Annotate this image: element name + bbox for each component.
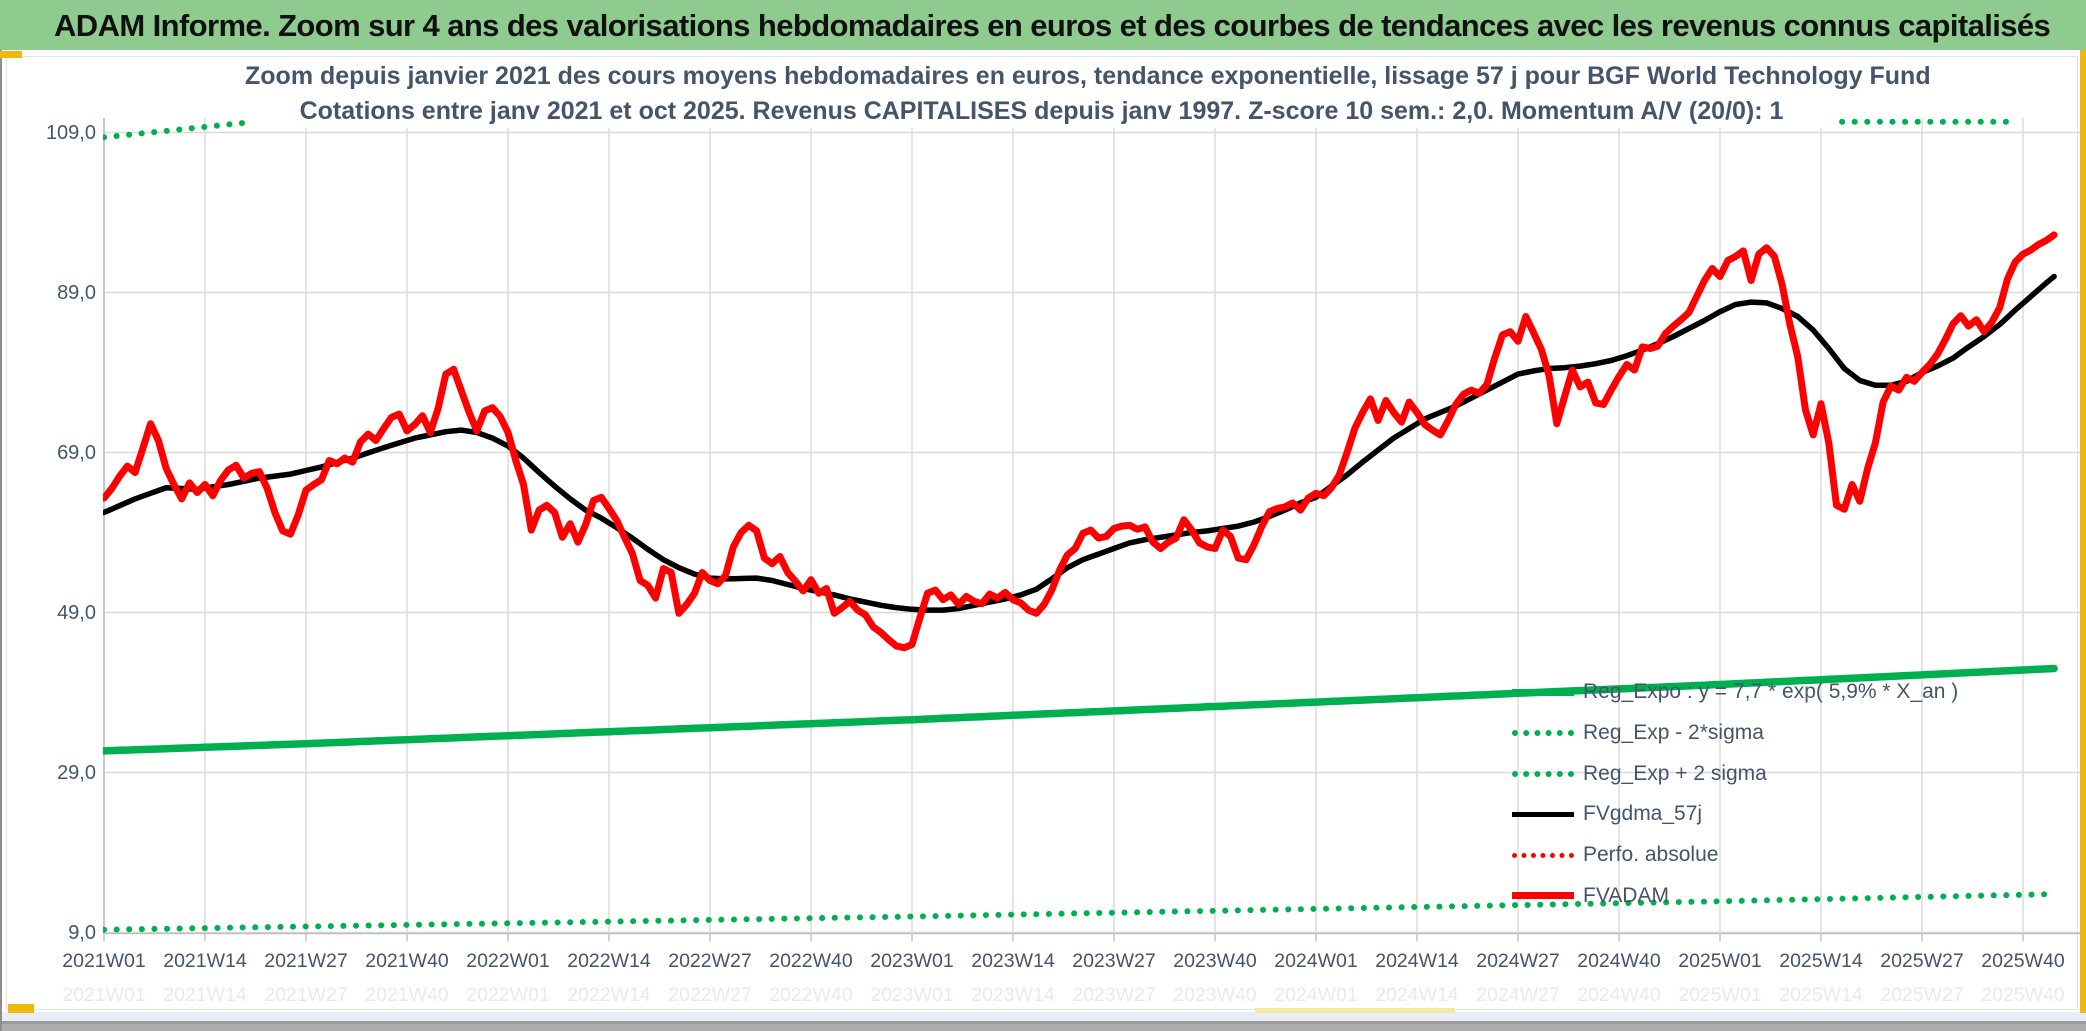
legend-item: FVgdma_57j xyxy=(1512,794,1958,835)
series-line-fvadam xyxy=(103,231,2058,652)
legend-swatch-green-solid xyxy=(1512,688,1574,696)
sheet-bottom-strip xyxy=(0,1012,2086,1021)
legend-item: Perfo. absolue xyxy=(1512,835,1958,876)
x-axis-label-ghost: 2021W14 xyxy=(163,984,247,1006)
x-axis-label: 2024W40 xyxy=(1577,950,1661,972)
x-axis-label: 2024W27 xyxy=(1476,950,1560,972)
legend-label: Reg_Exp - 2*sigma xyxy=(1583,721,1764,745)
x-axis-label: 2024W01 xyxy=(1274,950,1358,972)
x-axis-label: 2024W14 xyxy=(1375,950,1459,972)
x-axis-label-ghost: 2025W14 xyxy=(1779,984,1863,1006)
x-axis-label: 2023W14 xyxy=(971,950,1055,972)
x-axis-label-ghost: 2022W27 xyxy=(668,984,752,1006)
y-axis-label: 29,0 xyxy=(57,761,96,784)
x-axis-label: 2025W01 xyxy=(1678,950,1762,972)
header-bar: ADAM Informe. Zoom sur 4 ans des valoris… xyxy=(0,0,2086,50)
x-axis-label-ghost: 2024W40 xyxy=(1577,984,1661,1006)
x-axis-label-ghost: 2024W14 xyxy=(1375,984,1459,1006)
legend-item: FVADAM xyxy=(1512,875,1958,916)
chart-title-line2: Cotations entre janv 2021 et oct 2025. R… xyxy=(299,97,1784,125)
legend-label: FVADAM xyxy=(1583,883,1669,907)
x-axis-label: 2021W40 xyxy=(365,950,449,972)
legend-swatch-red-solid xyxy=(1512,892,1574,900)
x-axis-label: 2023W27 xyxy=(1072,950,1156,972)
pale-yellow-accent-bottom xyxy=(1255,1008,1455,1013)
gold-accent-right-border xyxy=(2080,40,2086,1013)
series-line-fvgdma-57j xyxy=(103,273,2057,613)
x-axis-label-ghost: 2025W27 xyxy=(1880,984,1964,1006)
sheet-bottom-edge xyxy=(0,1024,2086,1031)
x-axis-label: 2022W40 xyxy=(769,950,853,972)
x-axis-label-ghost: 2023W40 xyxy=(1173,984,1257,1006)
legend-swatch-green-dotted xyxy=(1512,770,1574,777)
y-axis-label: 49,0 xyxy=(57,601,96,624)
x-axis-label: 2023W40 xyxy=(1173,950,1257,972)
gold-accent-bottom-left xyxy=(8,1004,34,1013)
chart-title-background xyxy=(245,58,1838,128)
x-axis-label-ghost: 2022W40 xyxy=(769,984,853,1006)
sheet-bottom-line xyxy=(0,1021,2086,1024)
legend-swatch-black-solid xyxy=(1512,811,1574,817)
x-axis-label: 2022W01 xyxy=(466,950,550,972)
x-axis-label-ghost: 2023W27 xyxy=(1072,984,1156,1006)
sheet-left-border xyxy=(0,50,2,1031)
legend-label: FVgdma_57j xyxy=(1583,802,1703,826)
legend-item: Reg_Exp + 2 sigma xyxy=(1512,753,1958,794)
series-line-reg-exp-2-sigma xyxy=(103,891,2058,933)
chart-frame xyxy=(6,56,2078,1010)
x-axis-label: 2022W27 xyxy=(668,950,752,972)
legend-swatch-red-dotted xyxy=(1512,852,1574,858)
x-axis-label-ghost: 2025W40 xyxy=(1981,984,2065,1006)
chart-legend: Reg_Expo : y = 7,7 * exp( 5,9% * X_an ) R… xyxy=(1512,672,1958,916)
series-line-reg-expo-y-7-7-exp-5-9-x-an- xyxy=(103,664,2058,755)
x-axis-label-ghost: 2022W01 xyxy=(466,984,550,1006)
x-axis-label-ghost: 2023W01 xyxy=(870,984,954,1006)
y-axis-label: 109,0 xyxy=(45,121,96,144)
x-axis-label: 2025W27 xyxy=(1880,950,1964,972)
legend-item: Reg_Expo : y = 7,7 * exp( 5,9% * X_an ) xyxy=(1512,672,1958,713)
x-axis-label-ghost: 2024W27 xyxy=(1476,984,1560,1006)
x-axis-label-ghost: 2021W01 xyxy=(62,984,146,1006)
x-axis-label: 2021W27 xyxy=(264,950,348,972)
x-axis-label: 2023W01 xyxy=(870,950,954,972)
x-axis-label-ghost: 2021W27 xyxy=(264,984,348,1006)
y-axis-label: 9,0 xyxy=(68,921,96,944)
y-axis-label: 89,0 xyxy=(57,281,96,304)
legend-swatch-green-dotted xyxy=(1512,730,1574,737)
x-axis-label-ghost: 2025W01 xyxy=(1678,984,1762,1006)
legend-item: Reg_Exp - 2*sigma xyxy=(1512,713,1958,754)
x-axis-label: 2021W01 xyxy=(62,950,146,972)
x-axis-label-ghost: 2024W01 xyxy=(1274,984,1358,1006)
legend-label: Reg_Expo : y = 7,7 * exp( 5,9% * X_an ) xyxy=(1583,680,1959,704)
x-axis-label-ghost: 2022W14 xyxy=(567,984,651,1006)
x-axis-label: 2025W40 xyxy=(1981,950,2065,972)
page-title: ADAM Informe. Zoom sur 4 ans des valoris… xyxy=(54,8,2051,43)
chart-title-line1: Zoom depuis janvier 2021 des cours moyen… xyxy=(245,62,1931,90)
legend-label: Reg_Exp + 2 sigma xyxy=(1583,761,1767,785)
gold-accent-top-left xyxy=(0,51,22,58)
x-axis-label: 2025W14 xyxy=(1779,950,1863,972)
x-axis-label: 2021W14 xyxy=(163,950,247,972)
x-axis-label-ghost: 2023W14 xyxy=(971,984,1055,1006)
y-axis-label: 69,0 xyxy=(57,441,96,464)
x-axis-label-ghost: 2021W40 xyxy=(365,984,449,1006)
x-axis-label: 2022W14 xyxy=(567,950,651,972)
legend-label: Perfo. absolue xyxy=(1583,843,1719,867)
